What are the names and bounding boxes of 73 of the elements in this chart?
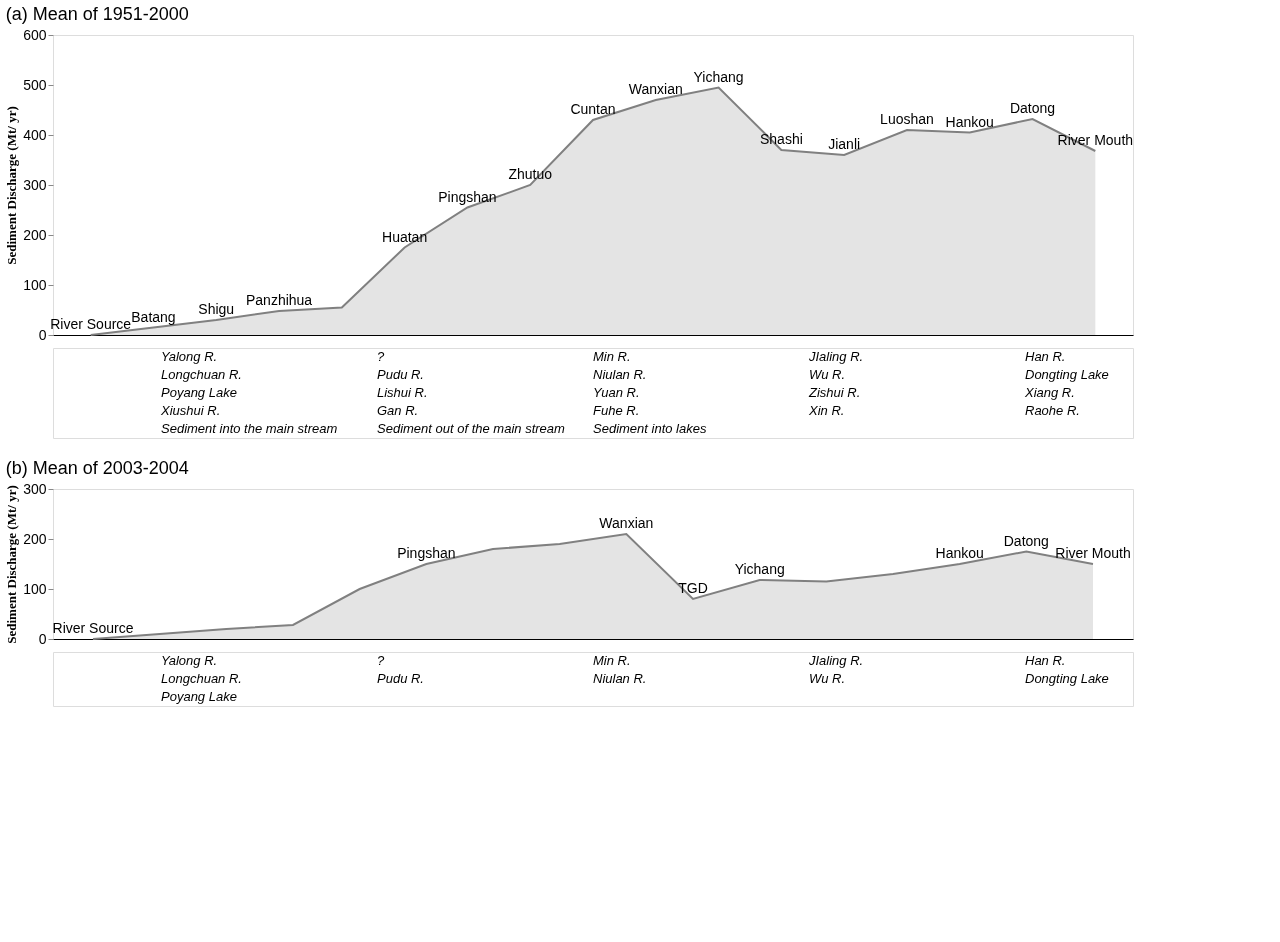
text: Zhutuo <box>508 166 553 182</box>
text: Batang <box>131 308 176 325</box>
text: Datong <box>1003 532 1049 549</box>
text: Han R. <box>1025 653 1066 668</box>
text: Fuhe R. <box>593 403 640 418</box>
y-tick-label: 200 <box>23 530 47 547</box>
text: JIaling R. <box>808 349 864 364</box>
text: Hankou <box>935 545 984 561</box>
text: Wu R. <box>809 671 846 686</box>
chart-title: (b) Mean of 2003-2004 <box>5 458 189 478</box>
text: Sediment into lakes <box>593 421 707 436</box>
text: Pudu R. <box>377 671 424 686</box>
text: Xiang R. <box>1024 385 1075 400</box>
text: River Source <box>50 316 132 332</box>
text: Han R. <box>1025 349 1066 364</box>
y-tick-label: 0 <box>38 630 47 647</box>
text: Raohe R. <box>1025 403 1080 418</box>
y-tick-label: 300 <box>23 480 47 497</box>
text: Yichang <box>734 561 785 577</box>
text: Xin R. <box>808 403 845 418</box>
text: Wanxian <box>628 81 683 97</box>
text: Datong <box>1009 100 1056 116</box>
text: Lishui R. <box>377 385 428 400</box>
text: Sediment out of the main stream <box>377 421 566 436</box>
text: Shashi <box>759 131 803 147</box>
text: River Source <box>52 620 134 636</box>
y-axis-title: Sediment Discharge (Mt/ yr) <box>4 106 20 265</box>
text: Luoshan <box>880 111 934 127</box>
text: Pingshan <box>438 188 497 205</box>
text: Pudu R. <box>377 367 424 382</box>
text: Jianli <box>828 136 861 152</box>
y-tick-label: 500 <box>23 76 47 93</box>
text: Min R. <box>593 653 631 668</box>
y-tick-label: 400 <box>23 126 47 143</box>
text: Shigu <box>198 301 235 317</box>
text: Wanxian <box>599 515 654 531</box>
chart-title: (a) Mean of 1951-2000 <box>5 4 189 24</box>
text: Longchuan R. <box>161 367 242 382</box>
text: Yichang <box>693 68 744 85</box>
text: Yuan R. <box>593 385 640 400</box>
text: Xiushui R. <box>160 403 221 418</box>
y-tick-label: 300 <box>23 176 47 193</box>
text: ? <box>377 653 385 668</box>
text: Pingshan <box>397 545 456 561</box>
text: Zishui R. <box>808 385 861 400</box>
text: Huatan <box>382 228 428 245</box>
text: River Mouth <box>1055 545 1131 561</box>
y-tick-label: 0 <box>38 326 47 343</box>
text: Sediment into the main stream <box>161 421 338 436</box>
text: Yalong R. <box>161 653 218 668</box>
y-tick-label: 100 <box>23 580 47 597</box>
text: Panzhihua <box>245 292 313 308</box>
y-tick-label: 200 <box>23 226 47 243</box>
text: Poyang Lake <box>161 689 237 704</box>
text: Dongting Lake <box>1025 671 1109 686</box>
text: Hankou <box>945 113 994 130</box>
y-tick-label: 100 <box>23 276 47 293</box>
text: TGD <box>678 580 708 596</box>
text: Yalong R. <box>161 349 218 364</box>
text: Dongting Lake <box>1025 367 1109 382</box>
text: Cuntan <box>570 101 616 117</box>
text: Niulan R. <box>593 367 647 382</box>
text: Min R. <box>593 349 631 364</box>
y-axis-title: Sediment Discharge (Mt/ yr) <box>4 485 20 644</box>
text: Niulan R. <box>593 671 647 686</box>
text: River Mouth <box>1057 132 1134 148</box>
text: Wu R. <box>809 367 846 382</box>
text: Longchuan R. <box>161 671 242 686</box>
text: Gan R. <box>377 403 419 418</box>
y-tick-label: 600 <box>23 26 47 43</box>
text: Poyang Lake <box>161 385 237 400</box>
text: JIaling R. <box>808 653 864 668</box>
text: ? <box>377 349 385 364</box>
